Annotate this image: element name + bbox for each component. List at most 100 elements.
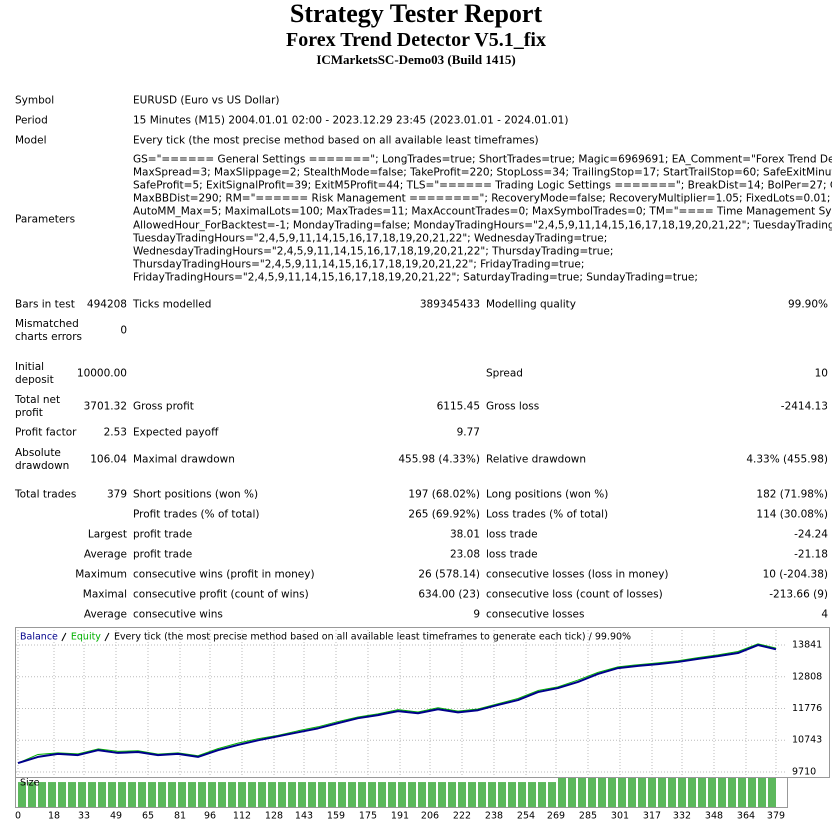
size-bar: [658, 778, 666, 807]
size-bar: [748, 778, 756, 807]
size-bar: [78, 782, 86, 807]
size-bar: [58, 782, 66, 807]
stat-value: 197 (68.02%): [408, 488, 480, 501]
x-tick-label: 222: [453, 811, 471, 822]
size-bar: [528, 782, 536, 807]
separator: [61, 632, 67, 642]
size-bar: [768, 778, 776, 807]
parameter-line: MaxSpread=3; MaxSlippage=2; StealthMode=…: [133, 166, 832, 179]
stat-value: -2414.13: [780, 400, 828, 413]
size-bar: [118, 782, 126, 807]
x-tick-label: 18: [48, 811, 60, 822]
parameter-line: AllowedHour_ForBacktest=-1; MondayTradin…: [133, 219, 832, 231]
stat-label: Parameters: [15, 213, 76, 226]
size-bar: [438, 782, 446, 807]
size-bar: [668, 778, 676, 807]
size-bar: [38, 782, 46, 807]
size-bar: [628, 778, 636, 807]
parameter-line: MaxBBDist=290; RM="====== Risk Managemen…: [133, 192, 832, 205]
size-title: Size: [20, 778, 40, 789]
stat-label: Period: [15, 114, 48, 127]
size-bar: [168, 782, 176, 807]
stat-label: consecutive wins (profit in money): [133, 568, 315, 581]
stat-label: Loss trades (% of total): [486, 508, 609, 521]
size-bar: [568, 778, 576, 807]
size-bar: [618, 778, 626, 807]
size-bar: [18, 782, 26, 807]
size-bar: [428, 782, 436, 807]
x-tick-label: 65: [142, 811, 154, 822]
size-bar: [508, 782, 516, 807]
size-bar: [278, 782, 286, 807]
stat-value: Average: [83, 608, 127, 621]
stat-label: Gross loss: [486, 400, 540, 413]
x-tick-label: 348: [705, 811, 723, 822]
size-bar: [608, 778, 616, 807]
stat-value: 10000.00: [76, 367, 127, 380]
stat-label: Bars in test: [15, 298, 75, 311]
y-tick-label: 10743: [792, 735, 822, 746]
stat-value: 10: [814, 367, 828, 380]
size-bar: [248, 782, 256, 807]
x-tick-label: 175: [359, 811, 377, 822]
size-bar: [518, 782, 526, 807]
stat-value: 106.04: [90, 453, 127, 466]
size-bar: [158, 782, 166, 807]
x-tick-label: 317: [643, 811, 661, 822]
size-bar: [308, 782, 316, 807]
parameter-line: GS="====== General Settings ======="; Lo…: [133, 153, 832, 166]
size-bar: [468, 782, 476, 807]
report-subtitle: Forex Trend Detector V5.1_fix: [286, 29, 546, 51]
parameter-line: TuesdayTradingHours="2,4,5,9,11,14,15,16…: [133, 232, 608, 245]
stat-value: -213.66 (9): [769, 588, 828, 601]
stat-label: Modelling quality: [486, 298, 576, 311]
stat-value: 379: [106, 488, 127, 501]
stat-value: 494208: [86, 298, 127, 311]
size-bar: [728, 778, 736, 807]
x-tick-label: 364: [737, 811, 755, 822]
stat-label: Profit factor: [15, 426, 77, 439]
size-bar: [288, 782, 296, 807]
size-bar: [708, 778, 716, 807]
size-bar: [578, 778, 586, 807]
stat-value: 265 (69.92%): [408, 508, 480, 521]
size-bar: [498, 782, 506, 807]
size-bar: [68, 782, 76, 807]
x-tick-label: 379: [767, 811, 785, 822]
size-bar: [718, 778, 726, 807]
size-bar: [318, 782, 326, 807]
stat-value: 4.33% (455.98): [746, 453, 828, 466]
stat-label: Profit trades (% of total): [133, 508, 260, 521]
stat-label: loss trade: [486, 528, 538, 541]
parameter-line: ThursdayTradingHours="2,4,5,9,11,14,15,1…: [133, 258, 585, 271]
y-tick-label: 11776: [792, 703, 822, 714]
stat-value: 6115.45: [436, 400, 480, 413]
series-line: [17, 644, 777, 765]
separator: [104, 632, 110, 642]
x-tick-label: 96: [204, 811, 216, 822]
stat-value: 9.77: [456, 426, 480, 439]
stat-label: Mismatched charts errors: [15, 318, 82, 343]
size-bar: [538, 782, 546, 807]
stat-label: Total net profit: [15, 394, 61, 419]
size-bar: [28, 782, 36, 807]
stat-label: consecutive profit (count of wins): [133, 588, 309, 601]
x-tick-label: 285: [579, 811, 597, 822]
size-bar: [738, 778, 746, 807]
parameter-line: SafeProfit=5; ExitSignalProfit=39; ExitM…: [133, 179, 832, 192]
stat-label: Ticks modelled: [133, 298, 212, 311]
stat-value: 455.98 (4.33%): [398, 453, 480, 466]
stat-value: 182 (71.98%): [756, 488, 828, 501]
parameter-line: WednesdayTradingHours="2,4,5,9,11,14,15,…: [133, 245, 614, 258]
size-bar: [758, 778, 766, 807]
size-bar: [368, 782, 376, 807]
size-bar: [678, 778, 686, 807]
size-bar: [218, 782, 226, 807]
stat-value: 389345433: [419, 298, 480, 311]
x-tick-label: 49: [110, 811, 122, 822]
x-tick-label: 191: [391, 811, 409, 822]
stat-value: 15 Minutes (M15) 2004.01.01 02:00 - 2023…: [133, 114, 569, 127]
stat-label: profit trade: [133, 548, 193, 561]
chart-subtitle: Every tick (the most precise method base…: [114, 632, 631, 643]
